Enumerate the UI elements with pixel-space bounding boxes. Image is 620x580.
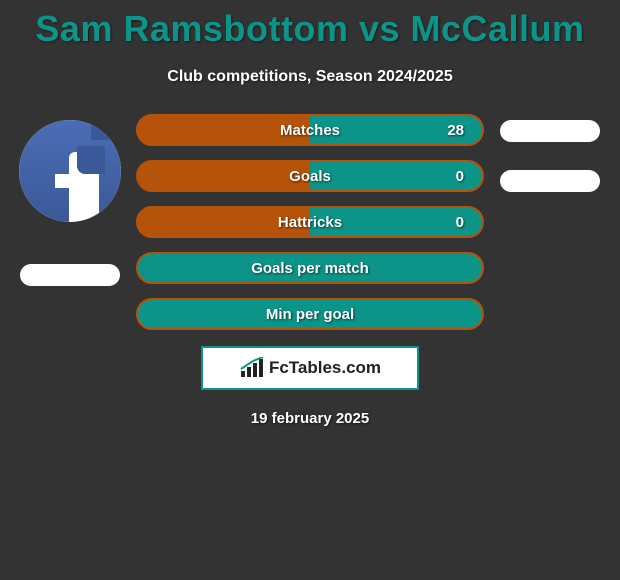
infographic-container: Sam Ramsbottom vs McCallum Club competit… [0, 0, 620, 427]
logo-box[interactable]: FcTables.com [201, 346, 419, 390]
logo-text: FcTables.com [269, 358, 381, 378]
player-right-column [490, 114, 610, 220]
stat-label: Matches [280, 122, 340, 139]
stat-value: 0 [456, 214, 464, 231]
facebook-icon [19, 120, 121, 222]
player-left-column [10, 114, 130, 286]
stat-label: Hattricks [278, 214, 342, 231]
stat-bar-min-per-goal: Min per goal [136, 298, 484, 330]
main-row: Matches 28 Goals 0 Hattricks 0 Goals per… [0, 114, 620, 330]
stat-bar-goals: Goals 0 [136, 160, 484, 192]
stats-column: Matches 28 Goals 0 Hattricks 0 Goals per… [130, 114, 490, 330]
chart-icon [239, 357, 265, 379]
avatar-left [19, 120, 121, 222]
stat-label: Min per goal [266, 306, 354, 323]
club-pill-right-2 [500, 170, 600, 192]
stat-value: 0 [456, 168, 464, 185]
page-title: Sam Ramsbottom vs McCallum [0, 8, 620, 50]
stat-bar-matches: Matches 28 [136, 114, 484, 146]
stat-label: Goals [289, 168, 331, 185]
subtitle: Club competitions, Season 2024/2025 [0, 68, 620, 86]
club-pill-right-1 [500, 120, 600, 142]
date-text: 19 february 2025 [0, 410, 620, 427]
stat-value: 28 [447, 122, 464, 139]
stat-bar-hattricks: Hattricks 0 [136, 206, 484, 238]
club-pill-left [20, 264, 120, 286]
stat-label: Goals per match [251, 260, 369, 277]
stat-bar-goals-per-match: Goals per match [136, 252, 484, 284]
